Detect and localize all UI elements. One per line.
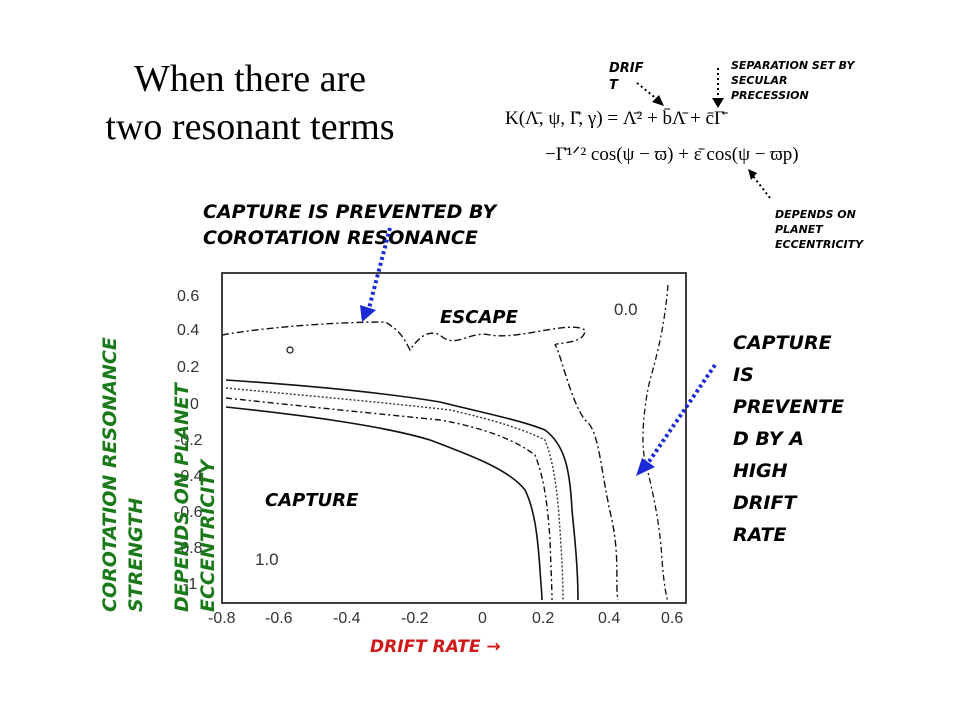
x-tick: -0.6 xyxy=(265,610,293,627)
contour-dotted xyxy=(225,387,564,601)
separation-line-3: PRECESSION xyxy=(731,89,809,102)
depends-line-2: PLANET xyxy=(775,223,823,236)
separation-line-1: SEPARATION SET BY xyxy=(731,59,855,72)
formula-line-2: −Γ̄¹ᐟ² cos(ψ − ϖ) + ε̄ cos(ψ − ϖp) xyxy=(545,144,799,165)
x-tick: -0.4 xyxy=(333,610,361,627)
high-drift-line-1: CAPTURE xyxy=(733,332,832,354)
contour-lower-solid xyxy=(225,406,543,601)
high-drift-arrow-head xyxy=(636,458,655,476)
high-drift-line-5: HIGH xyxy=(733,460,788,482)
green-ylabel-2: STRENGTH xyxy=(125,497,147,612)
drift-rate-xlabel-text: DRIFT RATE xyxy=(370,637,481,657)
corotation-arrow-head xyxy=(360,305,376,322)
formula-line-1: K(Λ̄, ψ, Γ̄, γ) = Λ̄² + b̄Λ̄ + c̄Γ̄ xyxy=(505,108,725,129)
high-drift-arrow xyxy=(644,363,717,468)
drift-rate-xlabel: DRIFT RATE → xyxy=(370,637,501,657)
y-tick: -1 xyxy=(183,576,198,593)
x-tick: 0.4 xyxy=(598,610,621,627)
drift-annotation-line-1: DRIF xyxy=(609,61,644,76)
y-tick: 0 xyxy=(190,396,199,413)
y-tick: 0.4 xyxy=(177,322,200,339)
contour-inner-dashdot xyxy=(225,397,553,601)
y-tick: 0.6 xyxy=(177,288,200,305)
x-tick: 0.2 xyxy=(532,610,555,627)
contour-right xyxy=(642,284,669,603)
corotation-line-2: COROTATION RESONANCE xyxy=(203,227,478,249)
level-top-label: 0.0 xyxy=(614,300,638,319)
contour-solid xyxy=(225,379,579,601)
green-ylabel-4: ECCENTRICITY xyxy=(197,459,219,612)
corotation-arrow xyxy=(366,227,392,313)
x-tick: 0.6 xyxy=(661,610,684,627)
title-line-1: When there are xyxy=(133,58,367,100)
high-drift-annotation: CAPTURE IS PREVENTE D BY A HIGH DRIFT RA… xyxy=(733,327,844,551)
high-drift-line-6: DRIFT xyxy=(733,492,797,514)
drift-annotation: DRIF T xyxy=(609,60,649,94)
depends-line-1: DEPENDS ON xyxy=(775,208,856,221)
separation-line-2: SECULAR xyxy=(731,74,788,87)
drift-pointer xyxy=(636,82,659,101)
high-drift-line-2: IS xyxy=(733,364,754,386)
depends-annotation: DEPENDS ON PLANET ECCENTRICITY xyxy=(775,207,863,252)
title-line-2: two resonant terms xyxy=(105,106,395,148)
high-drift-line-3: PREVENTE xyxy=(733,396,845,418)
corotation-line-1: CAPTURE IS PREVENTED BY xyxy=(203,201,497,223)
high-drift-line-4: D BY A xyxy=(733,428,804,450)
y-tick: 0.2 xyxy=(177,359,200,376)
y-tick: -0.6 xyxy=(175,504,203,521)
x-tick: -0.2 xyxy=(401,610,429,627)
depends-pointer-head xyxy=(748,169,757,180)
depends-pointer xyxy=(752,175,771,199)
y-tick: -0.4 xyxy=(175,468,203,485)
level-bottom-label: 1.0 xyxy=(255,550,279,569)
x-tick: -0.8 xyxy=(208,610,236,627)
separation-pointer-head xyxy=(712,98,724,108)
slide-title: When there are two resonant terms xyxy=(60,55,440,151)
x-tick: 0 xyxy=(478,610,487,627)
capture-label: CAPTURE xyxy=(265,490,359,511)
drift-annotation-line-2: T xyxy=(609,78,618,93)
green-ylabel-3: DEPENDS ON PLANET xyxy=(171,383,193,612)
high-drift-line-7: RATE xyxy=(733,524,787,546)
contour-outer xyxy=(221,321,619,601)
y-tick: -0.2 xyxy=(175,432,203,449)
corotation-annotation: CAPTURE IS PREVENTED BY COROTATION RESON… xyxy=(203,199,496,251)
separation-annotation: SEPARATION SET BY SECULAR PRECESSION xyxy=(731,58,854,103)
y-tick: -0.8 xyxy=(175,540,203,557)
depends-line-3: ECCENTRICITY xyxy=(775,238,864,251)
green-ylabel-1: COROTATION RESONANCE xyxy=(99,337,121,612)
escape-label: ESCAPE xyxy=(440,307,518,328)
drift-pointer-head xyxy=(652,95,664,106)
drift-rate-arrow-icon: → xyxy=(486,637,501,657)
contour-island xyxy=(286,346,294,354)
plot-frame xyxy=(221,272,687,604)
